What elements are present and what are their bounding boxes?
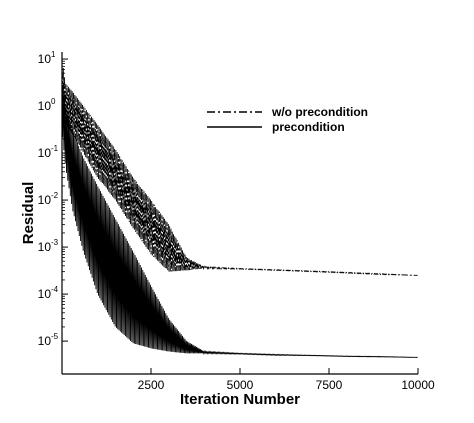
y-tick-exponent: -5 (51, 332, 59, 341)
series-line-precondition (62, 73, 418, 358)
legend-label-wo-precondition: w/o precondition (271, 105, 368, 119)
y-tick-base: 10 (38, 52, 52, 66)
y-tick-base: 10 (38, 287, 52, 301)
x-axis-title: Iteration Number (180, 391, 300, 408)
y-tick-exponent: 0 (51, 97, 56, 106)
legend: w/o precondition precondition (207, 105, 368, 134)
y-tick-base: 10 (38, 240, 52, 254)
series-layer (62, 59, 418, 358)
x-tick-label: 2500 (138, 378, 165, 392)
y-tick-base: 10 (38, 334, 52, 348)
x-tick-label: 7500 (316, 378, 343, 392)
legend-label-precondition: precondition (272, 120, 345, 134)
x-tick-label: 10000 (401, 378, 435, 392)
y-tick-exponent: 1 (51, 50, 56, 59)
y-tick-exponent: -3 (51, 238, 59, 247)
x-tick-label: 5000 (227, 378, 254, 392)
y-axis-title: Residual (20, 182, 37, 245)
y-tick-exponent: -4 (51, 285, 59, 294)
y-tick-base: 10 (38, 99, 52, 113)
y-tick-base: 10 (38, 146, 52, 160)
y-tick-exponent: -2 (51, 191, 59, 200)
y-tick-base: 10 (38, 193, 52, 207)
y-tick-exponent: -1 (51, 144, 59, 153)
series-line-wo-precondition (62, 59, 418, 276)
